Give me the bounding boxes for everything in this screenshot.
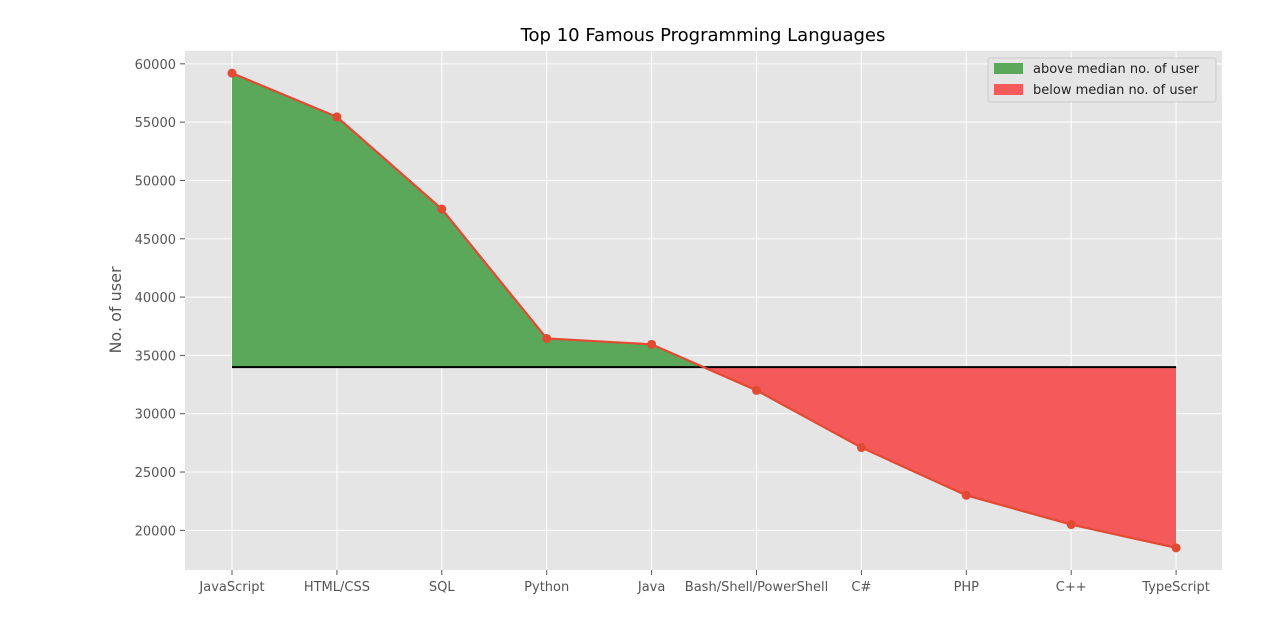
x-tick-label-3: Python — [524, 580, 569, 595]
area-below-median — [703, 367, 1177, 548]
x-tick-labels: JavaScript HTML/CSS SQL Python Java Bash/Shel… — [198, 570, 1210, 595]
y-tick-label-2: 30000 — [135, 408, 176, 423]
legend-label-above: above median no. of user — [1033, 62, 1200, 77]
area-above-median — [232, 73, 704, 368]
data-point-5 — [752, 385, 761, 395]
data-point-9 — [1171, 543, 1181, 553]
data-point-2 — [437, 204, 447, 214]
legend-label-below: below median no. of user — [1033, 83, 1198, 98]
data-point-3 — [542, 333, 552, 343]
y-axis-label: No. of user — [106, 266, 125, 353]
legend-swatch-above — [994, 63, 1023, 74]
data-point-0 — [227, 68, 237, 78]
y-tick-label-6: 50000 — [135, 174, 176, 189]
y-tick-label-4: 40000 — [135, 291, 176, 306]
y-tick-label-0: 20000 — [135, 524, 176, 539]
x-tick-label-9: TypeScript — [1141, 580, 1210, 595]
x-tick-label-2: SQL — [429, 580, 455, 595]
data-point-6 — [856, 443, 866, 453]
chart-title: Top 10 Famous Programming Languages — [520, 25, 886, 46]
data-point-4 — [647, 339, 657, 349]
x-tick-label-7: PHP — [954, 580, 980, 595]
x-tick-label-6: C# — [851, 580, 871, 595]
y-tick-label-5: 45000 — [135, 233, 176, 248]
fill-areas — [232, 73, 1177, 548]
y-tick-labels: 20000 25000 30000 35000 40000 45000 50000 55000… — [135, 58, 185, 539]
data-point-1 — [332, 112, 342, 122]
legend-box — [987, 57, 1217, 103]
series-line — [231, 72, 1177, 549]
y-tick-label-1: 25000 — [135, 466, 176, 481]
x-tick-label-1: HTML/CSS — [304, 580, 370, 595]
legend-swatch-below — [994, 84, 1023, 95]
legend: above median no. of user below median no… — [987, 57, 1217, 103]
x-tick-label-8: C++ — [1056, 580, 1087, 595]
x-tick-label-4: Java — [637, 580, 665, 595]
y-tick-label-8: 60000 — [135, 58, 176, 73]
x-tick-label-5: Bash/Shell/PowerShell — [685, 580, 828, 595]
data-points — [227, 68, 1181, 553]
y-tick-label-3: 35000 — [135, 349, 176, 364]
x-tick-label-0: JavaScript — [198, 580, 264, 595]
data-point-8 — [1066, 520, 1076, 530]
y-tick-label-7: 55000 — [135, 116, 176, 131]
data-point-7 — [961, 490, 971, 500]
